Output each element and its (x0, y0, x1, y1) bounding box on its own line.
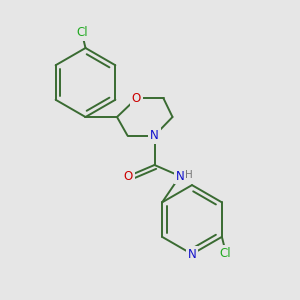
Text: N: N (150, 129, 159, 142)
Text: Cl: Cl (219, 247, 231, 260)
Text: H: H (185, 169, 193, 180)
Text: Cl: Cl (77, 26, 88, 39)
Text: O: O (124, 169, 133, 183)
Text: N: N (176, 169, 184, 183)
Text: N: N (188, 248, 196, 261)
Text: O: O (132, 92, 141, 105)
